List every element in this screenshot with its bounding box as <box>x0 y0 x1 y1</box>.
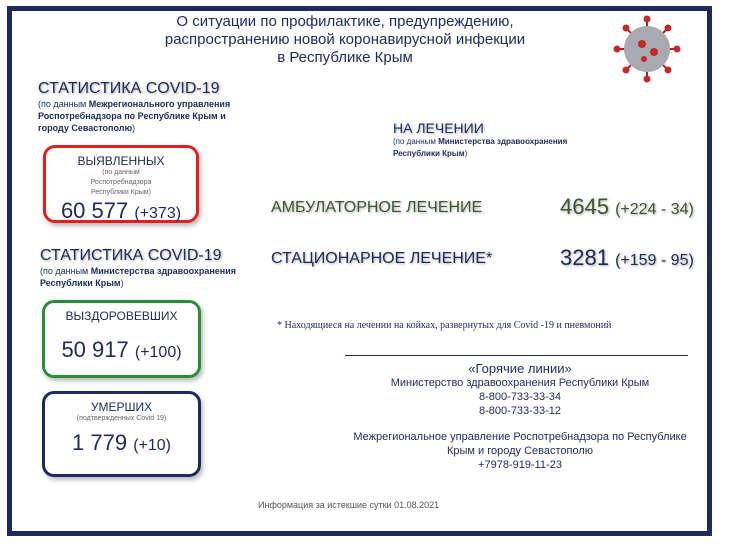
section-heading: НА ЛЕЧЕНИИ <box>393 120 484 136</box>
stat-minzdrav-section: СТАТИСТИКА COVID-19 (по данным Министерс… <box>40 247 260 289</box>
source-suffix: ) <box>132 123 136 133</box>
value: 60 577 <box>60 198 129 223</box>
hospital-value: 3281 (+159 - 95) <box>560 245 694 271</box>
source-prefix: (по данным <box>38 99 89 109</box>
delta: (+373) <box>134 205 182 222</box>
source-suffix: ) <box>120 278 124 288</box>
card-label: ВЫЗДОРОВЕВШИХ <box>65 309 178 323</box>
ambulatory-label: АМБУЛАТОРНОЕ ЛЕЧЕНИЕ <box>271 199 483 216</box>
detected-card: ВЫЯВЛЕННЫХ (по данным Роспотребнадзора Р… <box>43 145 199 223</box>
ministry-name: Министерство здравоохранения Республики … <box>390 377 650 389</box>
value: 1 779 <box>72 430 128 455</box>
value: 3281 <box>560 245 609 270</box>
phone[interactable]: 8-800-733-33-12 <box>479 405 561 417</box>
hospital-label: СТАЦИОНАРНОЕ ЛЕЧЕНИЕ* <box>271 250 493 267</box>
title-line: распространению новой коронавирусной инф… <box>164 31 526 48</box>
delta: (+10) <box>133 437 171 454</box>
delta: (+224 - 34) <box>615 201 694 218</box>
rpn-name: Крым и городу Севастополю <box>446 445 594 457</box>
treatment-section: НА ЛЕЧЕНИИ (по данным Министерства здрав… <box>393 120 613 160</box>
card-label: ВЫЯВЛЕННЫХ <box>77 154 165 168</box>
source-bold: Министерства здравоохранения Республики … <box>40 266 237 288</box>
section-heading: СТАТИСТИКА COVID-19 <box>40 247 222 264</box>
phone[interactable]: +7978-919-11-23 <box>478 459 562 471</box>
died-card: УМЕРШИХ (подтвержденных Covid 19) 1 779 … <box>42 391 201 477</box>
source-suffix: ) <box>464 149 468 158</box>
source-prefix: (по данным <box>40 266 91 276</box>
recovered-card: ВЫЗДОРОВЕВШИХ 50 917 (+100) <box>42 300 201 378</box>
page-title: О ситуации по профилактике, предупрежден… <box>150 13 540 67</box>
hotlines: «Горячие линии» Министерство здравоохран… <box>340 362 700 472</box>
source-bold: Межрегионального управления Роспотребнад… <box>38 99 231 133</box>
card-note: (по данным Роспотребнадзора Республики К… <box>90 169 152 196</box>
section-heading: СТАТИСТИКА COVID-19 <box>38 80 220 97</box>
source-prefix: (по данным <box>393 137 439 146</box>
source-bold: Министерства здравоохранения Республики … <box>393 137 568 158</box>
card-value: 50 917 (+100) <box>45 337 198 363</box>
footnote: * Находящиеся на лечении на койках, разв… <box>277 320 612 331</box>
rpn-name: Межрегиональное управление Роспотребнадз… <box>353 431 687 443</box>
coronavirus-icon <box>613 15 681 83</box>
title-line: О ситуации по профилактике, предупрежден… <box>176 13 514 30</box>
title-line: в Республике Крым <box>277 49 413 66</box>
source-note: (по данным Министерства здравоохранения … <box>393 136 593 160</box>
stat-rpn-section: СТАТИСТИКА COVID-19 (по данным Межрегион… <box>38 80 258 134</box>
source-note: (по данным Межрегионального управления Р… <box>38 98 238 134</box>
footer-date: Информация за истекшие сутки 01.08.2021 <box>258 500 440 510</box>
value: 4645 <box>560 194 609 219</box>
delta: (+100) <box>134 344 182 361</box>
card-value: 60 577 (+373) <box>46 198 196 224</box>
card-value: 1 779 (+10) <box>45 430 198 456</box>
card-label: УМЕРШИХ <box>90 400 153 414</box>
ambulatory-value: 4645 (+224 - 34) <box>560 194 694 220</box>
source-note: (по данным Министерства здравоохранения … <box>40 265 250 289</box>
phone[interactable]: 8-800-733-33-34 <box>479 391 561 403</box>
page-frame <box>7 6 712 536</box>
value: 50 917 <box>61 337 129 362</box>
delta: (+159 - 95) <box>615 252 694 269</box>
card-note: (подтвержденных Covid 19) <box>76 415 167 422</box>
divider <box>345 355 688 356</box>
hotlines-heading: «Горячие линии» <box>468 361 572 376</box>
